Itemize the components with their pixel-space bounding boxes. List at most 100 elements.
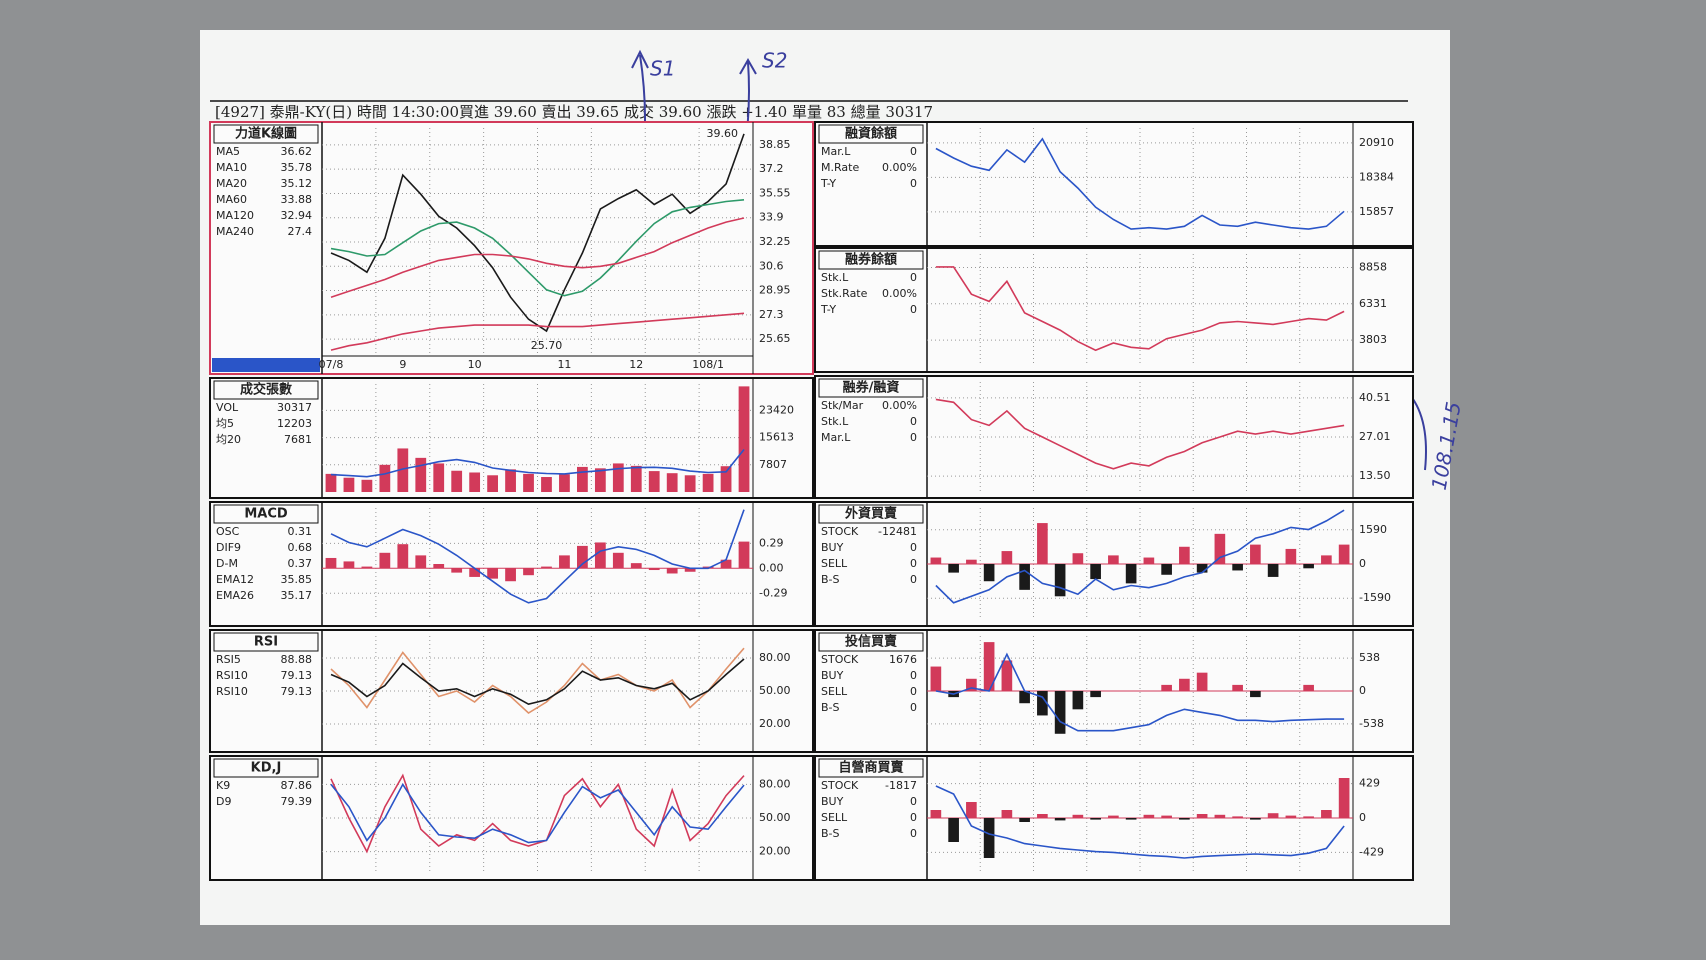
bar <box>1250 544 1261 564</box>
y-tick-label: -1590 <box>1359 591 1391 604</box>
y-tick-label: 50.00 <box>759 684 791 697</box>
y-tick-label: 15857 <box>1359 205 1394 218</box>
bar <box>451 470 463 492</box>
bar <box>1072 691 1084 710</box>
series-line <box>330 658 745 706</box>
bar <box>1143 557 1155 564</box>
panel-title: 成交張數 <box>240 382 292 398</box>
bar <box>594 468 606 492</box>
bar <box>505 469 516 492</box>
bar <box>379 552 391 569</box>
y-tick-label: 37.2 <box>759 162 784 175</box>
bar <box>361 479 373 492</box>
bar <box>487 568 498 579</box>
legend-name: T-Y <box>820 177 836 190</box>
series-line <box>935 652 1345 732</box>
bar <box>1001 810 1013 818</box>
legend-name: B-S <box>821 701 840 714</box>
legend-name: BUY <box>821 669 844 682</box>
bar <box>1090 818 1101 820</box>
y-tick-label: 28.95 <box>759 284 791 297</box>
series-line <box>330 773 745 854</box>
bar <box>612 463 624 492</box>
legend-title-box <box>213 758 319 778</box>
bar <box>1321 810 1332 818</box>
hand-note: S1 <box>650 57 675 81</box>
bar <box>433 564 445 569</box>
series-line <box>330 199 745 297</box>
y-tick-label: 27.3 <box>759 308 784 321</box>
bar <box>1161 684 1172 691</box>
bar <box>983 564 995 582</box>
y-tick-label: 35.55 <box>759 186 791 199</box>
y-tick-label: 0.29 <box>759 536 784 549</box>
bar <box>415 457 427 492</box>
series-line <box>935 509 1345 604</box>
legend-name: 均5 <box>216 417 234 430</box>
bar <box>1108 815 1119 818</box>
legend-title-box <box>818 632 924 652</box>
legend-title-box <box>213 124 319 144</box>
bar <box>630 563 642 569</box>
bar <box>1196 564 1208 573</box>
bar <box>415 555 427 569</box>
bar <box>1179 818 1190 820</box>
bar <box>505 568 516 582</box>
legend-name: B-S <box>821 827 840 840</box>
bar <box>966 559 977 564</box>
legend-name: VOL <box>216 401 239 414</box>
bar <box>1250 818 1261 820</box>
panel-frame <box>814 247 1414 373</box>
legend-title-box <box>818 124 924 144</box>
bar <box>594 542 606 569</box>
legend-name: M.Rate <box>821 161 859 174</box>
bar <box>1125 818 1137 820</box>
bar <box>1125 564 1137 584</box>
bar <box>1232 564 1243 571</box>
bar <box>966 802 977 818</box>
bar <box>1214 814 1226 818</box>
legend-name: T-Y <box>820 303 836 316</box>
y-tick-label: 538 <box>1359 651 1380 664</box>
series-line <box>330 647 745 714</box>
legend-name: Mar.L <box>821 431 851 444</box>
legend-value: 0 <box>910 827 917 840</box>
bar <box>1179 546 1190 564</box>
legend-value: 35.17 <box>281 589 313 602</box>
y-tick-label: 40.51 <box>1359 391 1391 404</box>
x-tick-label: 12 <box>629 358 643 371</box>
legend-value: 0 <box>910 685 917 698</box>
legend-value: 35.78 <box>281 161 313 174</box>
x-tick-label: 10 <box>468 358 482 371</box>
bar <box>1338 778 1350 818</box>
y-tick-label: 38.85 <box>759 138 791 151</box>
legend-value: 0.37 <box>288 557 313 570</box>
y-tick-label: -538 <box>1359 717 1384 730</box>
legend-name: STOCK <box>821 779 859 792</box>
legend-name: EMA12 <box>216 573 254 586</box>
legend-value: 12203 <box>277 417 312 430</box>
panel-title: KD,J <box>251 761 282 776</box>
series-line <box>935 137 1345 230</box>
legend-value: 0 <box>910 701 917 714</box>
legend-name: SELL <box>821 557 848 570</box>
bar <box>1037 523 1048 564</box>
bar <box>983 818 995 858</box>
bar <box>720 559 732 569</box>
high-label: 39.60 <box>707 127 739 140</box>
bar <box>577 545 588 569</box>
legend-name: D9 <box>216 795 231 808</box>
bar <box>1001 660 1013 691</box>
legend-value: 7681 <box>284 433 312 446</box>
bar <box>1303 684 1314 691</box>
bar <box>630 465 642 492</box>
bar <box>541 566 552 569</box>
legend-value: 30317 <box>277 401 312 414</box>
bar <box>469 568 481 577</box>
panel-title: RSI <box>254 635 278 650</box>
bar <box>648 568 660 571</box>
bar <box>1338 544 1350 564</box>
bar <box>1196 814 1208 818</box>
bar <box>948 564 959 573</box>
legend-value: 79.13 <box>281 669 313 682</box>
